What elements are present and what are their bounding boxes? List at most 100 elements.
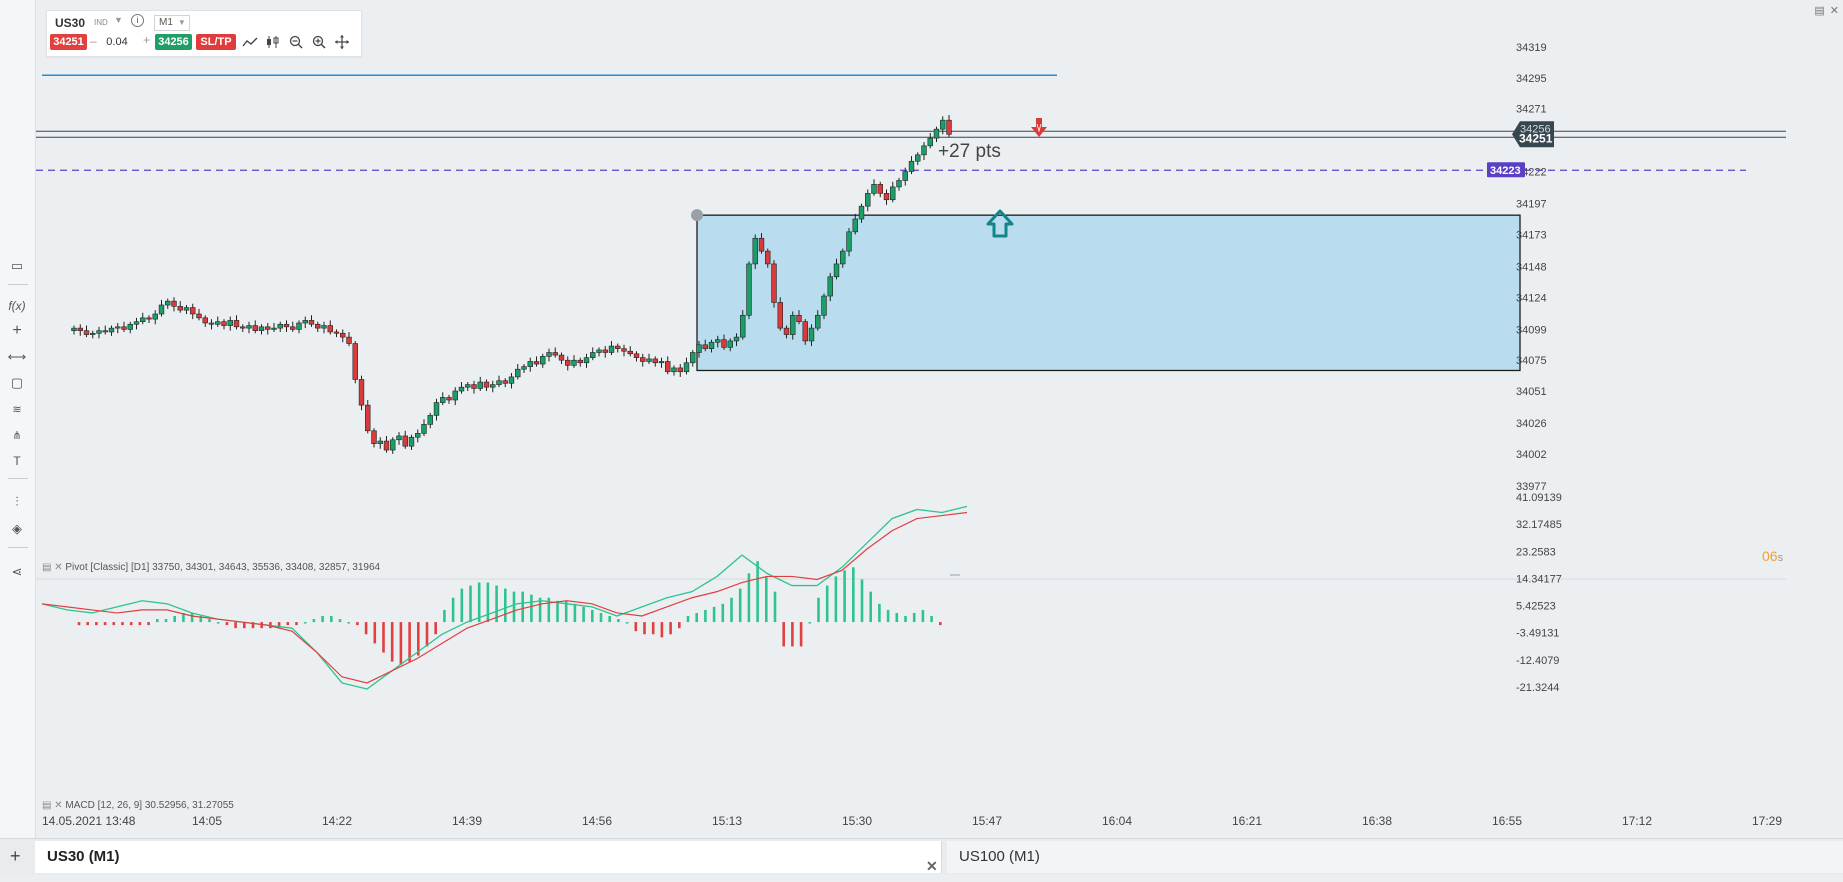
macd-bar	[651, 622, 655, 635]
supply-demand-zone[interactable]	[696, 214, 1521, 372]
candle	[658, 357, 665, 368]
tab-us100[interactable]: US100 (M1)	[947, 841, 1843, 873]
candle	[371, 428, 377, 448]
function-icon[interactable]: f(x)	[8, 299, 26, 313]
macd-bar	[599, 612, 603, 623]
candle	[683, 357, 690, 375]
plus-icon[interactable]: +	[12, 322, 22, 339]
macd-bar	[373, 622, 377, 644]
ruler-icon[interactable]: ⟷	[7, 349, 27, 364]
candle	[752, 234, 758, 270]
macd-bar	[408, 622, 411, 662]
macd-tick-label: -12.4079	[1516, 655, 1559, 667]
candle	[183, 305, 190, 314]
fibonacci-icon[interactable]: ≋	[12, 403, 22, 416]
macd-bar	[512, 591, 516, 623]
candle	[365, 399, 371, 434]
price-tick-label: 34319	[1516, 42, 1547, 54]
rectangle-icon[interactable]: ▢	[10, 375, 24, 390]
layers-icon[interactable]: ◈	[12, 521, 22, 536]
crosshair-icon[interactable]	[333, 33, 351, 51]
price-tick-label: 34173	[1516, 229, 1547, 241]
candle	[777, 297, 783, 331]
macd-bar	[112, 622, 116, 626]
macd-bar	[129, 622, 133, 626]
pending-order-tag[interactable]: 34223	[1487, 162, 1525, 178]
toolbar-divider	[8, 547, 28, 548]
candle	[71, 325, 77, 335]
macd-bar	[547, 597, 551, 623]
candle	[602, 346, 608, 358]
pivot-legend[interactable]: ▤ ✕ Pivot [Classic] [D1] 33750, 34301, 3…	[42, 562, 381, 573]
candle	[827, 272, 833, 302]
sltp-button[interactable]: SL/TP	[196, 34, 236, 50]
share-icon[interactable]: ⋖	[11, 564, 23, 579]
chart-canvas[interactable]: +27 pts 34319342953427134222341973417334…	[36, 0, 1843, 838]
pips-annotation: +27 pts	[938, 141, 1001, 162]
macd-bar	[730, 597, 733, 623]
increase-quantity-button[interactable]: +	[143, 33, 151, 47]
candle	[96, 326, 102, 339]
macd-bar	[617, 619, 620, 623]
time-axis[interactable]: 14.05.2021 13:48 14:05 14:22 14:39 14:56 15:1…	[42, 814, 1782, 828]
candle	[383, 435, 390, 453]
candle	[533, 356, 540, 367]
quantity-input[interactable]: 0.04	[106, 36, 128, 48]
price-axis[interactable]: 3431934295342713422234197341733414834124…	[1516, 42, 1547, 493]
pitchfork-icon[interactable]: ⋔	[12, 429, 22, 442]
chevron-down-icon: ▼	[177, 18, 186, 27]
candle	[496, 375, 502, 388]
line-chart-icon[interactable]	[241, 33, 259, 51]
text-icon[interactable]: T	[13, 454, 21, 468]
close-icon[interactable]: ✕	[1829, 5, 1839, 17]
symbol-label[interactable]: US30	[55, 16, 86, 30]
tab-us30[interactable]: US30 (M1) ✕	[35, 841, 942, 874]
sell-price-button[interactable]: 34251	[50, 34, 87, 50]
close-icon[interactable]: ✕	[926, 858, 938, 874]
candle	[471, 380, 477, 394]
macd-tick-label: 14.34177	[1516, 573, 1562, 585]
macd-bar	[895, 612, 899, 623]
macd-bar	[103, 622, 107, 626]
macd-bar	[825, 585, 829, 623]
macd-bar	[164, 619, 168, 623]
maximize-icon[interactable]: ▤	[1814, 5, 1825, 17]
chevron-down-icon[interactable]: ▼	[114, 15, 123, 25]
candle	[921, 141, 927, 160]
decrease-quantity-button[interactable]: –	[90, 34, 97, 48]
candle	[221, 319, 227, 330]
candle	[808, 324, 815, 347]
price-tick-label: 34124	[1516, 292, 1547, 304]
candle	[696, 340, 702, 358]
macd-legend[interactable]: ▤ ✕ MACD [12, 26, 9] 30.52956, 31.27055	[42, 800, 234, 811]
buy-price-button[interactable]: 34256	[155, 34, 192, 50]
candle	[502, 378, 508, 388]
candle	[577, 357, 583, 367]
price-tick-label: 34075	[1516, 355, 1547, 367]
add-tab-icon[interactable]: +	[10, 846, 21, 866]
toolbar-divider	[8, 284, 28, 285]
rectangle-window-icon[interactable]: ▭	[10, 258, 24, 273]
macd-bar	[660, 622, 664, 638]
timeframe-select[interactable]: M1 ▼	[154, 15, 190, 31]
candle	[627, 346, 633, 357]
candle	[227, 316, 233, 331]
candle	[815, 310, 821, 331]
macd-axis[interactable]: 41.09139 32.17485 23.2583 14.34177 5.42523 -3…	[1516, 492, 1562, 694]
zoom-in-icon[interactable]	[310, 33, 328, 51]
candles-icon[interactable]	[264, 33, 282, 51]
macd-bar	[425, 622, 429, 647]
zoom-out-icon[interactable]	[287, 33, 305, 51]
candle	[940, 116, 946, 135]
macd-tick-label: 32.17485	[1516, 519, 1562, 531]
zone-anchor-handle[interactable]	[691, 209, 703, 222]
info-icon[interactable]: i	[131, 14, 144, 27]
indicator-icon[interactable]: ⫶	[15, 494, 19, 509]
candle	[115, 322, 121, 334]
price-tick-label: 34148	[1516, 262, 1547, 274]
candle	[427, 412, 433, 429]
candle	[390, 437, 396, 454]
candle	[552, 347, 558, 358]
candle	[133, 317, 140, 330]
